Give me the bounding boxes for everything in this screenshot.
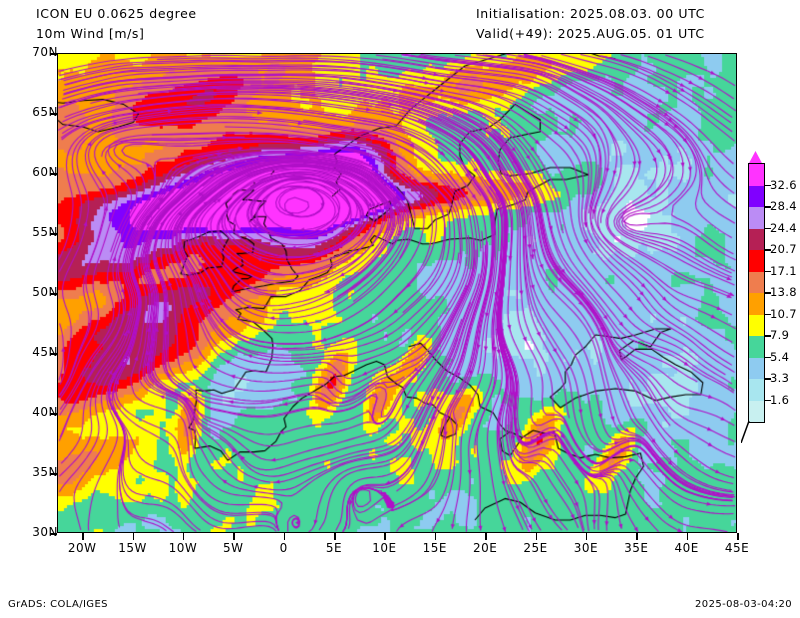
colorbar-tick-5: [764, 292, 771, 294]
longitude-tick-label-12: 40E: [674, 541, 699, 555]
longitude-tick-label-9: 25E: [523, 541, 548, 555]
longitude-tick-label-3: 5W: [223, 541, 244, 555]
longitude-tick-mark-11: [636, 533, 638, 540]
longitude-tick-label-13: 45E: [724, 541, 750, 555]
longitude-tick-label-2: 10W: [168, 541, 198, 555]
longitude-tick-label-7: 15E: [422, 541, 447, 555]
colorbar-tick-3: [764, 335, 771, 337]
latitude-tick-mark-6: [50, 413, 57, 415]
colorbar-label-1: 3.3: [770, 371, 790, 385]
longitude-tick-label-0: 20W: [67, 541, 97, 555]
colorbar-tick-1: [764, 378, 771, 380]
colorbar-tick-7: [764, 249, 771, 251]
latitude-tick-label-2: 60N: [32, 165, 58, 179]
footer-timestamp: 2025-08-03-04:20: [695, 599, 792, 610]
latitude-tick-mark-3: [50, 233, 57, 235]
latitude-tick-mark-8: [50, 533, 57, 535]
latitude-tick-mark-2: [50, 173, 57, 175]
colorbar-band-2: [749, 357, 764, 379]
latitude-tick-label-1: 65N: [32, 105, 58, 119]
colorbar-band-7: [749, 250, 764, 272]
colorbar-label-9: 28.4: [770, 199, 797, 213]
colorbar-tick-10: [764, 184, 771, 186]
colorbar-tick-4: [764, 313, 771, 315]
latitude-tick-label-8: 30N: [32, 525, 58, 539]
latitude-tick-label-0: 70N: [32, 45, 58, 59]
longitude-tick-mark-8: [485, 533, 487, 540]
map-plot-area[interactable]: [57, 53, 737, 533]
latitude-tick-label-7: 35N: [32, 465, 58, 479]
colorbar: [748, 163, 765, 423]
colorbar-label-5: 13.8: [770, 285, 797, 299]
latitude-tick-mark-4: [50, 293, 57, 295]
latitude-tick-mark-1: [50, 113, 57, 115]
longitude-tick-mark-3: [233, 533, 235, 540]
longitude-tick-mark-10: [585, 533, 588, 540]
longitude-tick-label-6: 10E: [372, 541, 397, 555]
colorbar-cap-icon: [748, 150, 763, 165]
colorbar-label-10: 32.6: [770, 177, 797, 192]
colorbar-label-7: 20.7: [770, 242, 797, 256]
colorbar-band-6: [749, 271, 764, 293]
colorbar-tick-2: [764, 356, 771, 358]
latitude-tick-mark-7: [50, 473, 57, 475]
longitude-tick-mark-2: [182, 533, 185, 540]
colorbar-tick-0: [764, 399, 771, 401]
colorbar-tick-8: [764, 227, 771, 229]
longitude-tick-mark-12: [686, 533, 689, 540]
latitude-tick-label-5: 45N: [32, 345, 58, 359]
valid-time-label: Valid(+49): 2025.AUG.05. 01 UTC: [476, 26, 705, 41]
colorbar-tick-9: [764, 206, 771, 208]
colorbar-label-0: 1.6: [770, 392, 790, 407]
colorbar-band-1: [749, 379, 764, 401]
longitude-tick-label-11: 35E: [624, 541, 649, 555]
longitude-tick-mark-1: [132, 533, 135, 540]
colorbar-band-8: [749, 228, 764, 250]
colorbar-label-3: 7.9: [770, 328, 790, 342]
longitude-tick-label-4: 0: [279, 541, 288, 555]
longitude-tick-mark-7: [434, 533, 437, 540]
colorbar-label-8: 24.4: [770, 220, 797, 235]
latitude-tick-label-4: 50N: [32, 285, 58, 299]
longitude-tick-mark-6: [384, 533, 386, 540]
colorbar-band-0: [749, 400, 764, 422]
colorbar-label-2: 5.4: [770, 349, 790, 364]
longitude-tick-label-5: 5E: [325, 541, 343, 555]
colorbar-tail-icon: [740, 420, 759, 444]
longitude-tick-mark-13: [737, 533, 739, 540]
longitude-tick-mark-9: [535, 533, 538, 540]
colorbar-label-6: 17.1: [770, 263, 797, 278]
colorbar-label-4: 10.7: [770, 306, 797, 321]
latitude-tick-label-6: 40N: [32, 405, 58, 419]
wind-speed-map: [58, 54, 736, 532]
longitude-tick-label-1: 15W: [118, 541, 147, 555]
colorbar-band-4: [749, 314, 764, 336]
longitude-tick-mark-0: [82, 533, 84, 540]
longitude-tick-mark-4: [283, 533, 286, 540]
colorbar-band-11: [749, 164, 764, 186]
colorbar-tick-6: [764, 270, 771, 272]
variable-title: 10m Wind [m/s]: [36, 26, 145, 41]
colorbar-band-9: [749, 207, 764, 229]
longitude-tick-label-10: 30E: [573, 541, 599, 555]
initialisation-label: Initialisation: 2025.08.03. 00 UTC: [476, 6, 705, 21]
latitude-tick-mark-5: [50, 353, 57, 355]
longitude-tick-label-8: 20E: [472, 541, 498, 555]
colorbar-band-5: [749, 293, 764, 315]
longitude-tick-mark-5: [334, 533, 336, 540]
model-title: ICON EU 0.0625 degree: [36, 6, 197, 21]
colorbar-band-10: [749, 185, 764, 207]
colorbar-band-3: [749, 336, 764, 358]
footer-credit: GrADS: COLA/IGES: [8, 599, 108, 610]
latitude-tick-mark-0: [50, 53, 57, 55]
latitude-tick-label-3: 55N: [32, 225, 58, 239]
